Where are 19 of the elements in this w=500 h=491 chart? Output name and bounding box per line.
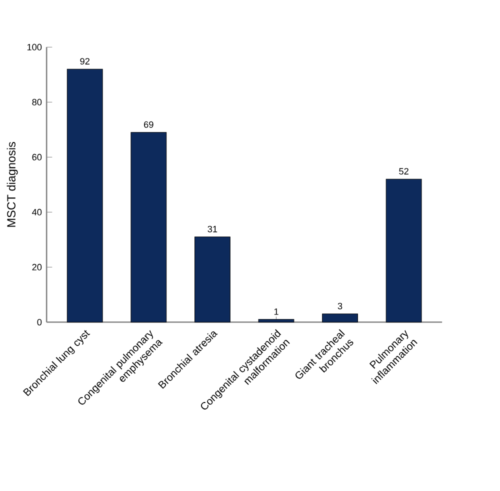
bar	[386, 178, 422, 322]
y-tick-label: 60	[32, 154, 42, 160]
bar	[322, 314, 358, 322]
bar	[130, 132, 167, 322]
data-label: 92	[80, 58, 90, 64]
bar	[194, 236, 230, 322]
data-label: 52	[399, 168, 408, 174]
y-tick-label: 100	[27, 44, 42, 50]
bar	[258, 319, 294, 322]
data-label: 1	[274, 308, 278, 315]
y-axis-title: MSCT diagnosis	[6, 142, 18, 227]
data-label: 31	[208, 226, 218, 232]
data-label: 69	[144, 121, 154, 128]
data-label: 3	[338, 302, 342, 310]
y-tick-label: 40	[32, 208, 42, 216]
y-tick-label: 80	[32, 98, 42, 106]
y-tick-label: 0	[37, 318, 42, 326]
bar	[66, 68, 103, 322]
y-tick-label: 20	[32, 264, 42, 270]
